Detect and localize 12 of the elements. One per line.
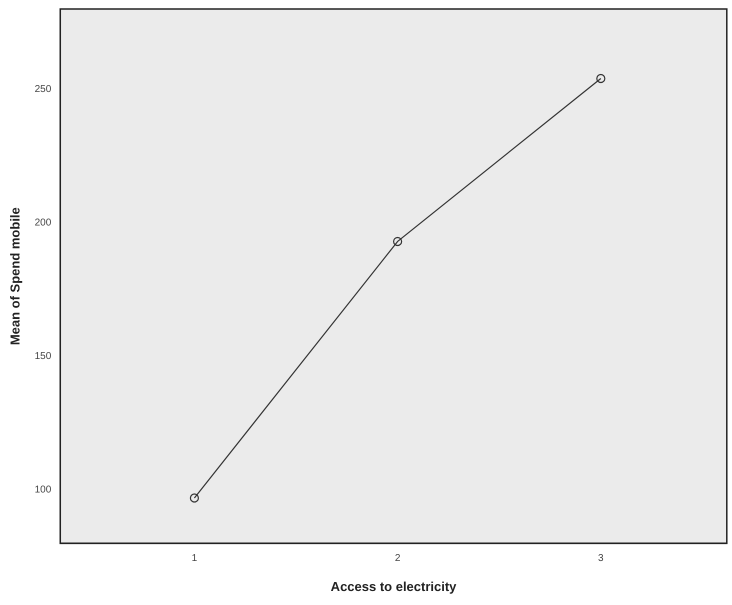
y-tick-label: 100 [34, 484, 52, 496]
point [596, 74, 606, 84]
point [190, 493, 199, 503]
y-tick-label: 200 [34, 218, 52, 229]
x-tick-label: 2 [394, 553, 401, 564]
y-tick-label: 250 [34, 84, 52, 95]
x-tick-label: 1 [192, 553, 198, 564]
point [393, 236, 402, 246]
x-axis-title: Access to electricity [330, 578, 458, 594]
y-tick-label: 150 [34, 351, 52, 362]
x-tick-label: 3 [598, 553, 604, 564]
y-axis-title: Mean of Spend mobile [7, 207, 22, 346]
